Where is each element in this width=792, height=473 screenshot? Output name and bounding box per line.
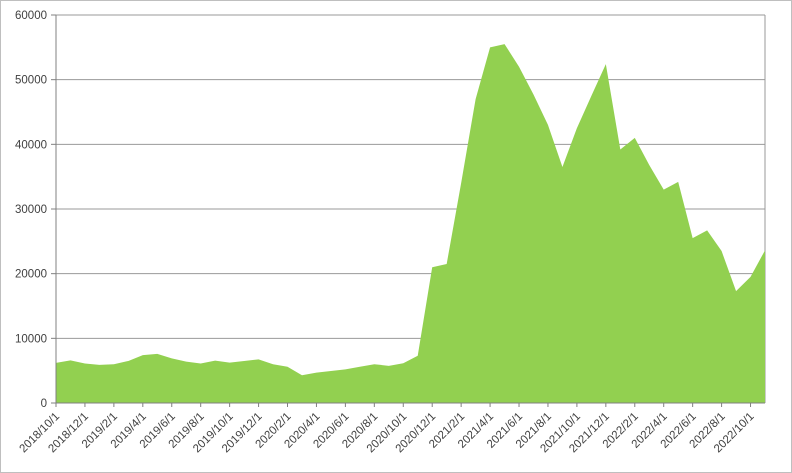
y-tick-label: 10000	[15, 333, 47, 345]
y-tick-label: 50000	[15, 75, 47, 87]
y-tick-label: 60000	[15, 10, 47, 22]
y-tick-label: 0	[41, 398, 47, 410]
y-tick-label: 20000	[15, 269, 47, 281]
y-tick-label: 30000	[15, 204, 47, 216]
y-tick-label: 40000	[15, 139, 47, 151]
area-series	[56, 44, 765, 403]
